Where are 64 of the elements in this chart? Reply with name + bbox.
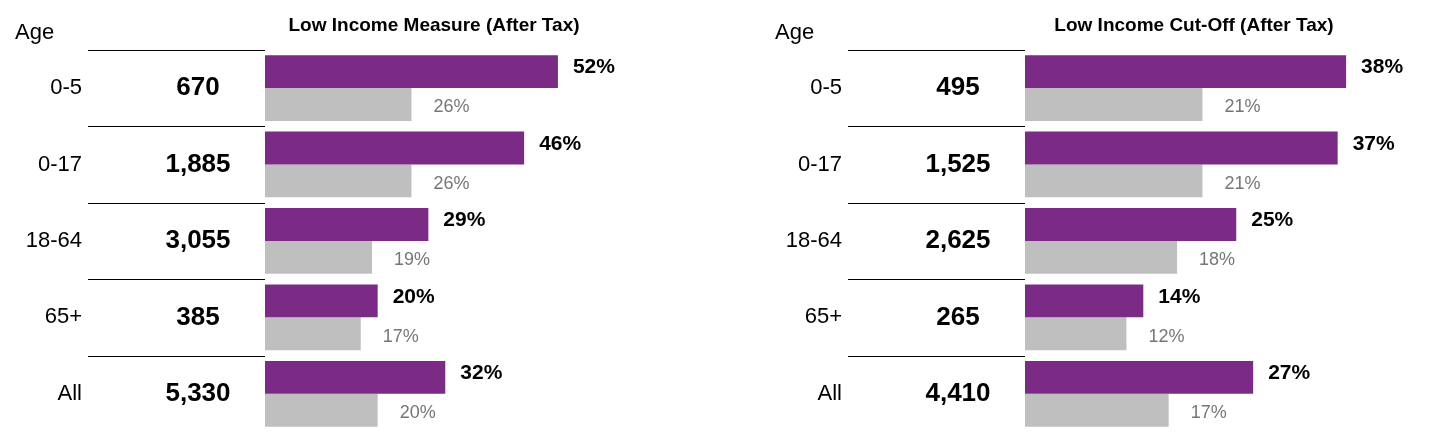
bar <box>265 317 361 351</box>
data-label: 26% <box>433 172 470 193</box>
y-tick-label: 18-64 <box>25 226 82 252</box>
data-label: 20% <box>399 402 436 423</box>
chart-title: Low Income Measure (After Tax) <box>288 13 580 35</box>
y-axis-title: Age <box>775 19 815 45</box>
data-label: 12% <box>1148 325 1185 346</box>
bar <box>1025 284 1144 318</box>
text: 5,330 <box>165 376 231 407</box>
bar <box>265 131 525 165</box>
text: 670 <box>176 71 220 102</box>
y-tick-label: 65+ <box>44 303 82 329</box>
bar <box>265 240 373 274</box>
y-tick-label: 18-64 <box>785 226 842 252</box>
bar <box>265 208 429 241</box>
data-label: 14% <box>1158 283 1201 307</box>
bar <box>1025 317 1127 351</box>
data-label: 32% <box>460 360 503 384</box>
bar <box>265 360 446 394</box>
bar <box>1025 164 1203 198</box>
y-axis-title: Age <box>15 19 55 45</box>
data-label: 18% <box>1199 249 1236 270</box>
y-tick-label: All <box>817 379 842 405</box>
y-tick-label: 0-17 <box>37 150 82 176</box>
text: 385 <box>176 300 220 331</box>
data-label: 20% <box>392 283 436 307</box>
bar <box>265 55 558 89</box>
chart-title: Low Income Cut-Off (After Tax) <box>1054 13 1334 35</box>
bar <box>1025 240 1178 274</box>
y-tick-label: 65+ <box>804 303 842 329</box>
data-label: 17% <box>1190 402 1227 423</box>
data-label: 17% <box>382 325 419 346</box>
data-label: 27% <box>1268 360 1311 384</box>
bar <box>1025 131 1338 165</box>
text: 495 <box>936 71 980 102</box>
data-label: 46% <box>539 130 582 154</box>
text: 265 <box>936 300 980 331</box>
data-label: 37% <box>1352 130 1396 154</box>
data-label: 52% <box>572 54 616 78</box>
bar <box>1025 208 1237 241</box>
y-tick-label: 0-17 <box>797 150 842 176</box>
text: 2,625 <box>925 224 991 255</box>
data-label: 19% <box>394 249 431 270</box>
data-label: 25% <box>1251 207 1294 231</box>
bar <box>265 393 378 427</box>
bar <box>1025 360 1254 394</box>
bar <box>1025 88 1203 121</box>
y-tick-label: 0-5 <box>50 74 82 100</box>
data-label: 26% <box>433 96 470 117</box>
bar <box>1025 55 1347 89</box>
text: 1,885 <box>165 147 231 178</box>
bar <box>265 88 412 121</box>
bar <box>1025 393 1169 427</box>
data-label: 29% <box>443 207 486 231</box>
y-tick-label: 0-5 <box>810 74 842 100</box>
bar <box>265 284 378 318</box>
data-label: 38% <box>1361 54 1404 78</box>
bar <box>265 164 412 198</box>
text: 4,410 <box>925 376 991 407</box>
data-label: 21% <box>1224 172 1261 193</box>
y-tick-label: All <box>57 379 82 405</box>
text: 3,055 <box>165 224 231 255</box>
data-label: 21% <box>1224 96 1261 117</box>
text: 1,525 <box>925 147 991 178</box>
